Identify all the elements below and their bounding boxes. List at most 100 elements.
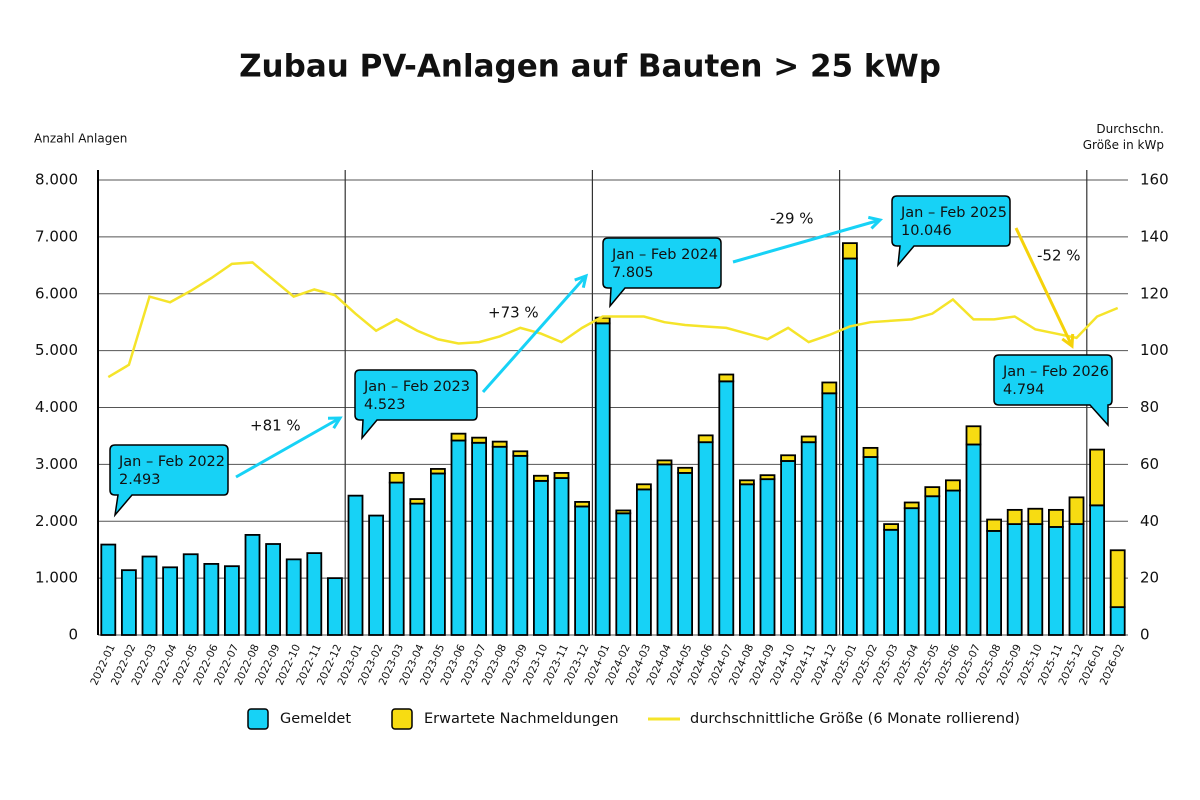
- bar-segment: [903, 507, 920, 636]
- change-label: -29 %: [770, 210, 814, 228]
- bar-segment: [842, 242, 858, 260]
- bar-segment: [1089, 504, 1105, 636]
- bar-segment: [1006, 523, 1023, 636]
- legend-label: Gemeldet: [280, 711, 351, 727]
- bar-segment: [677, 466, 693, 474]
- bar-segment: [594, 322, 611, 636]
- bar-segment: [326, 577, 343, 636]
- bar-segment: [429, 468, 446, 475]
- bar-segment: [821, 392, 838, 636]
- legend-label: Erwartete Nachmeldungen: [424, 711, 619, 727]
- bar-segment: [182, 553, 199, 636]
- bar-segment: [945, 489, 961, 636]
- callout-box: [109, 444, 229, 518]
- bar-segment: [1068, 523, 1085, 636]
- y-axis-label: Anzahl Anlagen: [34, 132, 127, 146]
- bar-segment: [759, 474, 776, 481]
- callout-box: [602, 237, 722, 309]
- change-label: -52 %: [1037, 247, 1081, 265]
- y-tick-label: 2.000: [35, 512, 78, 530]
- bar-segment: [1048, 508, 1064, 528]
- bar-segment: [1089, 448, 1105, 507]
- bar-segment: [512, 454, 529, 636]
- bar-segment: [285, 558, 302, 636]
- arrow-head: [327, 416, 343, 429]
- legend-label: durchschnittliche Größe (6 Monate rollie…: [690, 711, 1020, 727]
- bar-segment: [450, 432, 467, 442]
- bar-segment: [821, 381, 838, 395]
- bar-segment: [986, 518, 1002, 532]
- bar-segment: [553, 472, 570, 479]
- y-tick-label: 7.000: [35, 227, 78, 245]
- y-tick-label: 3.000: [35, 455, 78, 473]
- bar-segment: [1006, 508, 1023, 525]
- bar-segment: [409, 498, 426, 505]
- bar-segment: [739, 479, 755, 486]
- bar-segment: [512, 450, 529, 457]
- bar-segment: [1109, 606, 1126, 636]
- change-label: +73 %: [488, 304, 539, 322]
- callout-title: Jan – Feb 2026: [1002, 364, 1109, 380]
- callout-title: Jan – Feb 2023: [363, 379, 470, 395]
- bar-segment: [533, 479, 549, 636]
- bar-segment: [842, 257, 858, 636]
- y2-tick-label: 140: [1140, 227, 1169, 245]
- bar-segment: [265, 543, 282, 636]
- bar-segment: [965, 425, 982, 446]
- y-tick-label: 1.000: [35, 569, 78, 587]
- y2-tick-label: 80: [1140, 398, 1159, 416]
- arrow-head: [1061, 333, 1075, 349]
- legend-swatch: [391, 708, 413, 730]
- bar-segment: [615, 509, 632, 515]
- bar-segment: [141, 555, 158, 636]
- y-tick-label: 6.000: [35, 284, 78, 302]
- callout-box: [993, 354, 1113, 427]
- y2-tick-label: 60: [1140, 455, 1159, 473]
- bar-segment: [800, 441, 817, 636]
- callout-box: [891, 195, 1011, 268]
- y-tick-label: 8.000: [35, 171, 78, 189]
- bar-segment: [903, 501, 920, 510]
- callout-value: 4.523: [364, 397, 406, 413]
- callout-value: 2.493: [119, 472, 161, 488]
- change-arrow: [235, 416, 341, 479]
- bar-segment: [1109, 549, 1126, 609]
- bar-segment: [924, 495, 941, 636]
- bar-segment: [471, 441, 488, 636]
- y2-axis-label: Durchschn. Größe in kWp: [1082, 122, 1164, 152]
- y2-tick-label: 120: [1140, 284, 1169, 302]
- legend-swatch: [247, 708, 269, 730]
- bar-segment: [883, 523, 899, 531]
- bar-segment: [450, 439, 467, 636]
- bar-segment: [1068, 496, 1085, 525]
- bar-segment: [677, 472, 693, 636]
- y-tick-label: 4.000: [35, 398, 78, 416]
- bar-segment: [491, 440, 508, 448]
- bar-segment: [1048, 526, 1064, 636]
- bar-segment: [718, 373, 735, 383]
- change-arrow: [1014, 227, 1074, 347]
- bar-segment: [574, 501, 590, 508]
- y-tick-label: 0: [68, 626, 78, 644]
- callout-title: Jan – Feb 2024: [611, 247, 718, 263]
- bar-segment: [574, 505, 590, 636]
- arrow-head: [867, 215, 884, 230]
- callout-title: Jan – Feb 2025: [900, 205, 1007, 221]
- y2-tick-label: 100: [1140, 341, 1169, 359]
- y2-tick-label: 0: [1140, 626, 1150, 644]
- bar-segment: [347, 494, 364, 636]
- bar-segment: [162, 566, 179, 636]
- bar-segment: [965, 443, 982, 636]
- y2-tick-label: 160: [1140, 171, 1169, 189]
- bar-segment: [306, 552, 323, 636]
- y-tick-label: 5.000: [35, 341, 78, 359]
- bar-segment: [121, 569, 137, 636]
- bar-segment: [718, 380, 735, 636]
- change-arrow: [732, 218, 881, 264]
- bar-segment: [656, 463, 673, 636]
- y2-tick-label: 40: [1140, 512, 1159, 530]
- bar-segment: [471, 436, 488, 444]
- bar-segment: [636, 488, 652, 636]
